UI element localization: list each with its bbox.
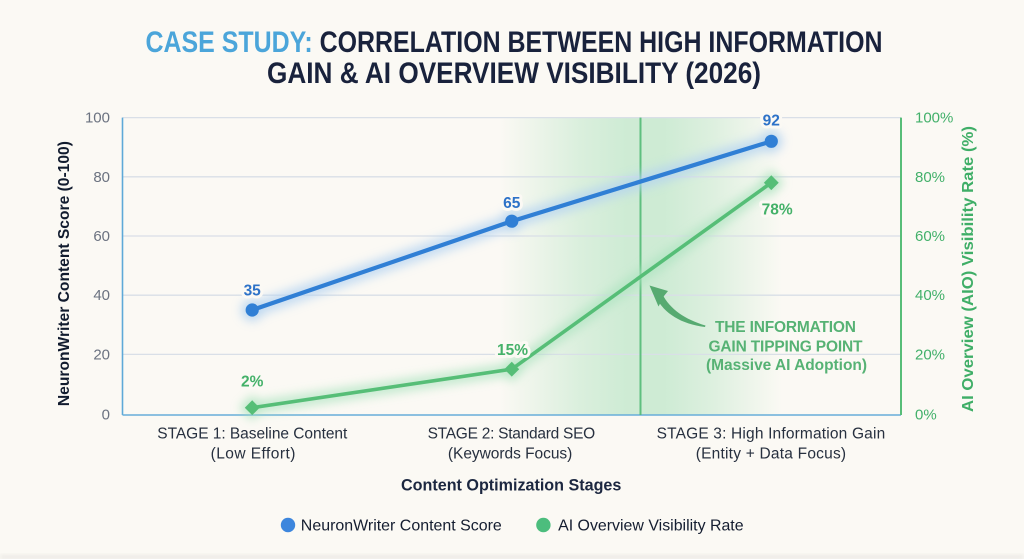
svg-text:(Massive AI Adoption): (Massive AI Adoption) (706, 357, 867, 374)
svg-text:100: 100 (85, 110, 110, 127)
svg-text:GAIN & AI OVERVIEW VISIBILITY: GAIN & AI OVERVIEW VISIBILITY (2026) (267, 57, 761, 90)
svg-text:35: 35 (244, 283, 262, 300)
svg-text:60: 60 (93, 228, 110, 245)
svg-text:AI Overview (AIO) Visibility R: AI Overview (AIO) Visibility Rate (%) (960, 126, 977, 412)
svg-text:STAGE 1: Baseline Content: STAGE 1: Baseline Content (157, 426, 348, 443)
svg-text:NeuronWriter Content Score (0-: NeuronWriter Content Score (0-100) (56, 141, 73, 406)
svg-text:THE INFORMATION: THE INFORMATION (715, 319, 856, 336)
svg-text:20%: 20% (915, 346, 945, 363)
svg-text:15%: 15% (497, 342, 528, 359)
svg-text:65: 65 (503, 195, 521, 212)
svg-text:STAGE 3: High Information Gain: STAGE 3: High Information Gain (657, 426, 886, 443)
svg-text:CASE STUDY: CORRELATION BETWEE: CASE STUDY: CORRELATION BETWEEN HIGH INF… (146, 26, 883, 59)
svg-text:GAIN TIPPING POINT: GAIN TIPPING POINT (709, 339, 864, 356)
svg-text:92: 92 (763, 113, 780, 130)
svg-text:(Low Effort): (Low Effort) (211, 446, 296, 463)
svg-text:80: 80 (93, 169, 110, 186)
svg-text:80%: 80% (915, 169, 945, 186)
svg-text:(Keywords Focus): (Keywords Focus) (448, 446, 572, 463)
svg-text:AI Overview Visibility Rate: AI Overview Visibility Rate (558, 518, 744, 535)
svg-text:(Entity + Data Focus): (Entity + Data Focus) (696, 446, 846, 463)
svg-text:0%: 0% (915, 407, 937, 424)
svg-text:78%: 78% (762, 202, 793, 219)
svg-text:STAGE 2: Standard SEO: STAGE 2: Standard SEO (428, 426, 596, 443)
svg-text:40: 40 (93, 287, 110, 304)
svg-text:40%: 40% (915, 287, 945, 304)
svg-text:Content Optimization Stages: Content Optimization Stages (401, 477, 621, 495)
svg-text:NeuronWriter Content Score: NeuronWriter Content Score (301, 518, 502, 535)
svg-text:0: 0 (102, 407, 110, 424)
svg-text:20: 20 (93, 346, 110, 363)
svg-text:60%: 60% (915, 228, 945, 245)
svg-text:2%: 2% (241, 374, 264, 391)
svg-text:100%: 100% (915, 110, 953, 127)
